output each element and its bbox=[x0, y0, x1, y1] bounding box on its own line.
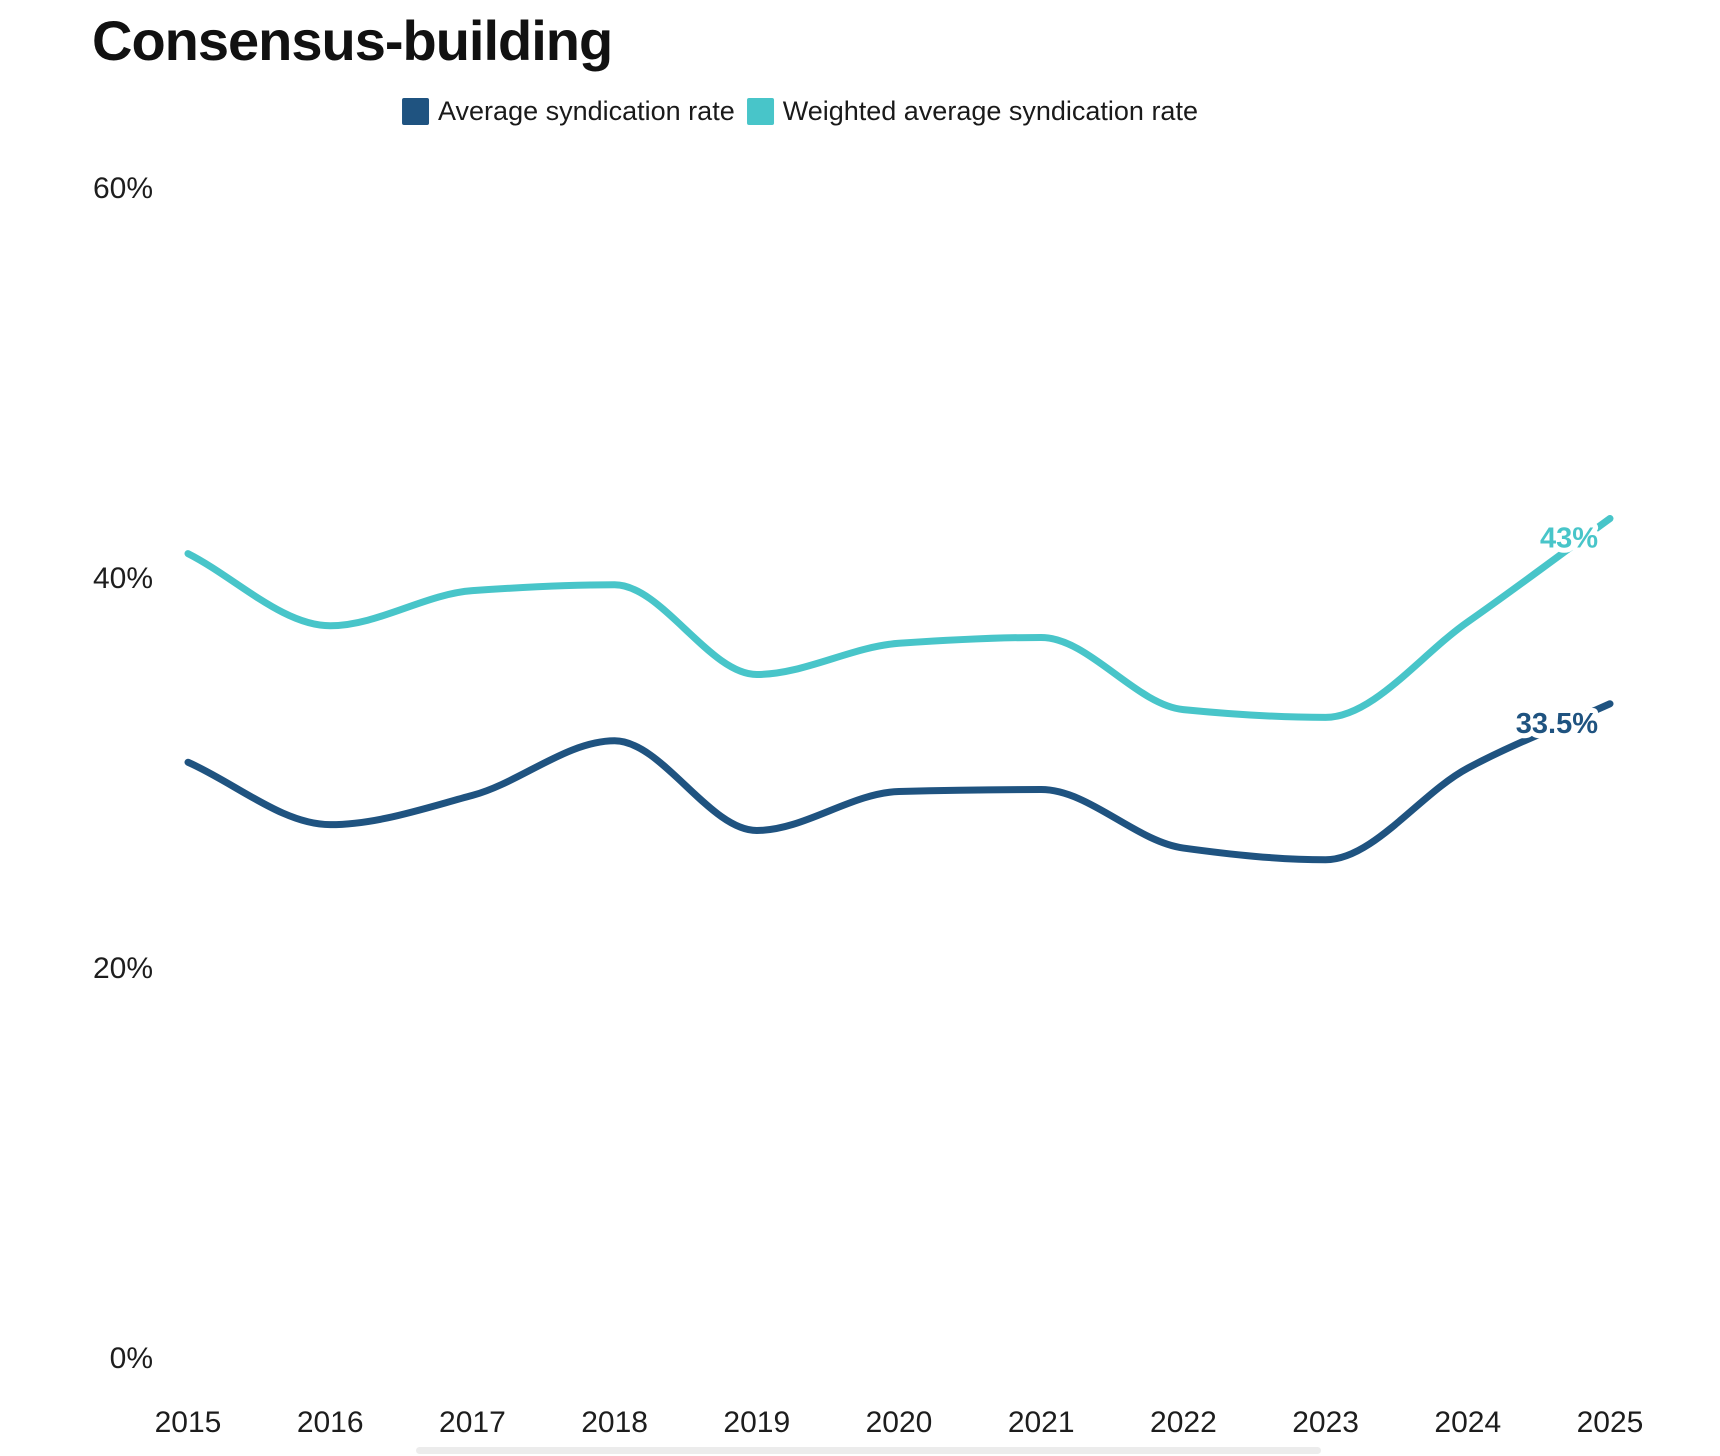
x-tick-label: 2015 bbox=[155, 1406, 222, 1439]
legend-swatch-weighted-icon bbox=[746, 98, 774, 125]
y-tick-label: 60% bbox=[93, 172, 153, 205]
x-tick-label: 2022 bbox=[1150, 1406, 1217, 1439]
x-tick-label: 2017 bbox=[439, 1406, 506, 1439]
x-tick-label: 2025 bbox=[1577, 1406, 1644, 1439]
y-tick-label: 40% bbox=[93, 562, 153, 595]
chart-title: Consensus-building bbox=[92, 9, 613, 72]
legend-item-weighted-average-syndication-rate: Weighted average syndication rate bbox=[746, 96, 1198, 127]
y-tick-label: 20% bbox=[93, 952, 153, 985]
series-line-weighted bbox=[184, 515, 1614, 721]
x-tick-label: 2023 bbox=[1292, 1406, 1359, 1439]
legend-item-average-syndication-rate: Average syndication rate bbox=[402, 96, 735, 127]
x-tick-label: 2021 bbox=[1008, 1406, 1075, 1439]
chart-legend: Average syndication rate Weighted averag… bbox=[402, 96, 1198, 127]
legend-swatch-average-icon bbox=[402, 98, 430, 125]
series-line-average bbox=[184, 700, 1614, 864]
horizontal-scrollbar-thumb[interactable] bbox=[416, 1447, 1321, 1454]
x-tick-label: 2020 bbox=[866, 1406, 933, 1439]
x-tick-label: 2024 bbox=[1434, 1406, 1501, 1439]
end-value-label-average: 33.5% bbox=[1516, 708, 1598, 740]
y-tick-label: 0% bbox=[110, 1342, 153, 1375]
legend-label-average: Average syndication rate bbox=[438, 96, 735, 126]
x-tick-label: 2019 bbox=[723, 1406, 790, 1439]
end-value-label-weighted: 43% bbox=[1540, 523, 1598, 555]
x-tick-label: 2016 bbox=[297, 1406, 364, 1439]
legend-label-weighted: Weighted average syndication rate bbox=[782, 96, 1198, 126]
x-tick-label: 2018 bbox=[581, 1406, 648, 1439]
